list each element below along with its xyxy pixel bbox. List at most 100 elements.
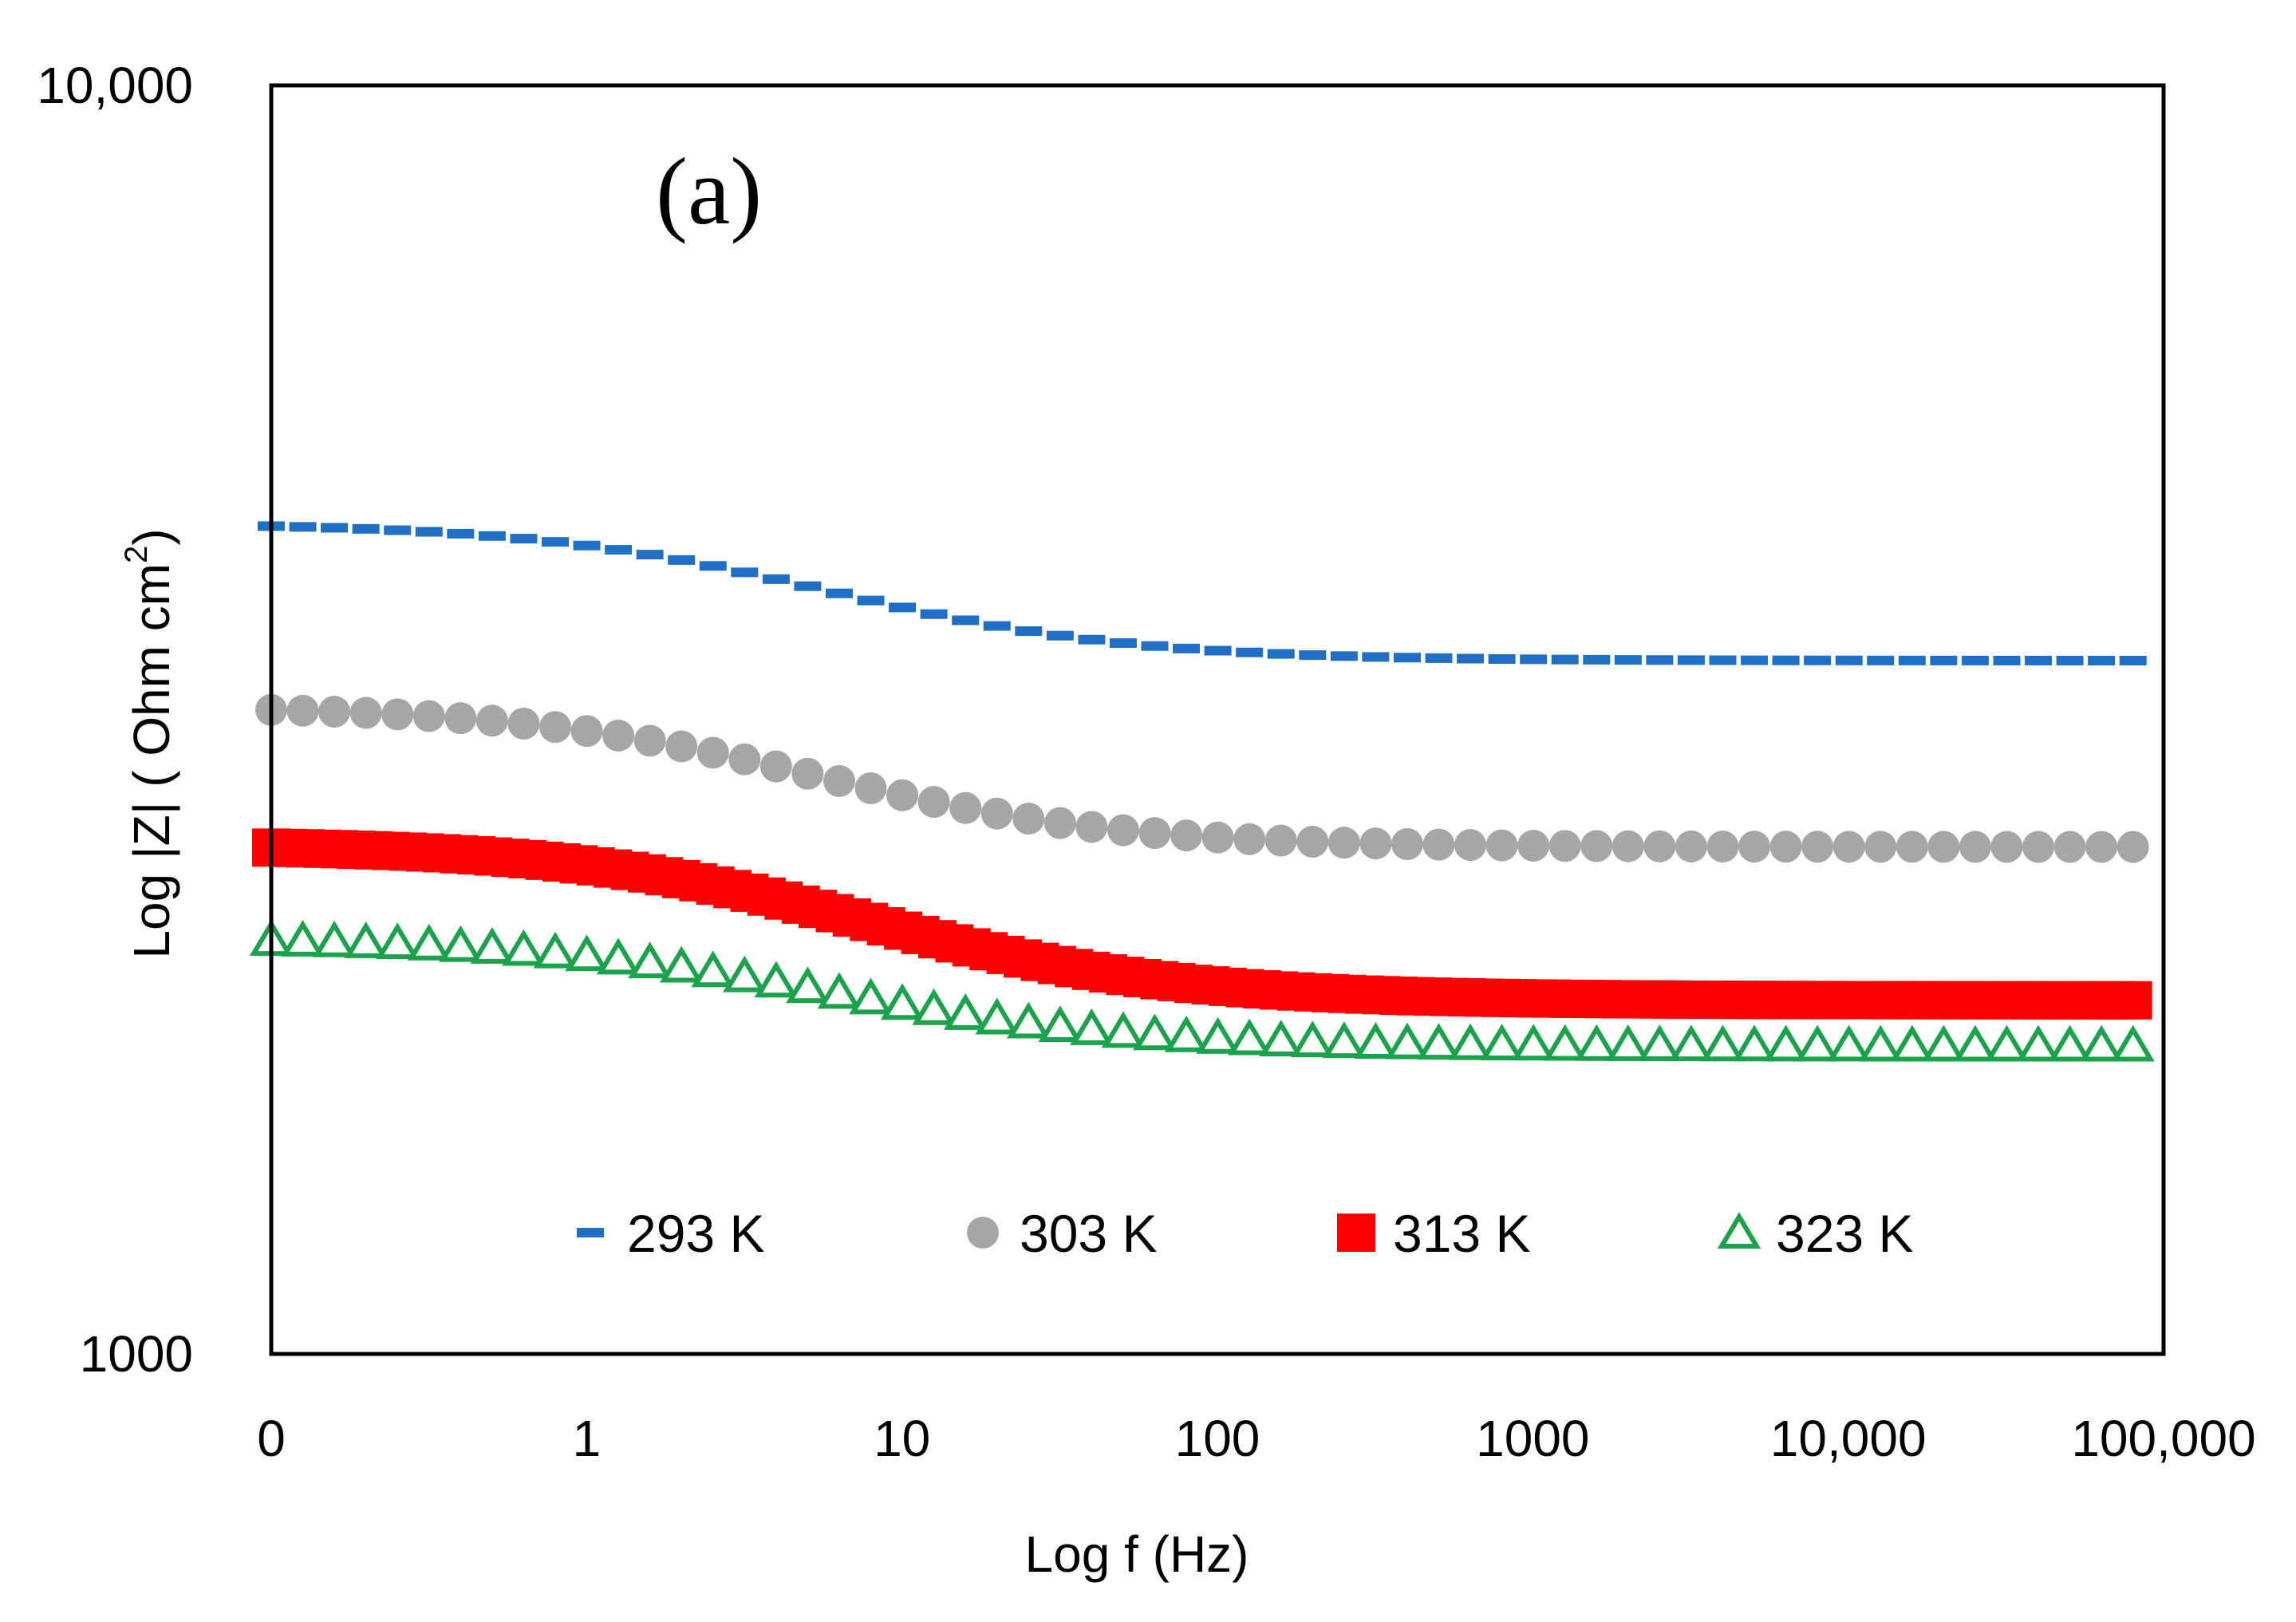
- y-tick-label: 10,000: [37, 57, 193, 114]
- data-point: [1517, 829, 1550, 862]
- legend-marker: [1717, 1212, 1761, 1249]
- data-point: [439, 925, 483, 962]
- data-point: [1741, 655, 1769, 665]
- data-point: [1070, 1008, 1114, 1045]
- data-point: [1043, 807, 1076, 839]
- data-point: [2016, 1024, 2061, 1062]
- data-point: [1835, 655, 1863, 665]
- data-point: [1772, 655, 1800, 665]
- data-point: [1385, 1022, 1430, 1060]
- data-point: [415, 527, 443, 537]
- data-point: [1296, 825, 1329, 858]
- data-point: [849, 977, 893, 1015]
- data-point: [1046, 630, 1074, 641]
- data-point: [1362, 652, 1390, 662]
- data-point: [407, 923, 452, 961]
- data-point: [889, 602, 917, 613]
- data-point: [1643, 830, 1676, 862]
- data-point: [1953, 1024, 1998, 1062]
- data-point: [318, 696, 351, 728]
- data-point: [1612, 830, 1644, 862]
- data-point: [286, 694, 319, 727]
- data-point: [1164, 1015, 1209, 1052]
- data-point: [794, 581, 822, 591]
- data-point: [1701, 1024, 1745, 1062]
- data-point: [412, 700, 445, 732]
- data-point: [1804, 655, 1832, 665]
- legend-item: 293 K: [577, 1204, 764, 1263]
- data-point: [1038, 1005, 1083, 1043]
- data-point: [510, 534, 538, 544]
- data-point: [857, 595, 885, 606]
- data-point: [2119, 655, 2147, 665]
- y-tick-label: 1000: [80, 1325, 193, 1383]
- panel-label: (a): [656, 138, 762, 244]
- data-layer: [249, 521, 2155, 1062]
- data-point: [723, 955, 767, 993]
- data-point: [1007, 1001, 1051, 1039]
- legend: 293 K 303 K 313 K 323 K: [577, 1204, 1913, 1263]
- data-point: [1422, 828, 1455, 861]
- data-point: [1359, 827, 1392, 860]
- data-point: [1520, 654, 1548, 665]
- data-point: [762, 574, 790, 584]
- data-point: [1795, 1024, 1840, 1062]
- data-point: [1138, 817, 1171, 850]
- y-axis-label-main: Log |Z| ( Ohm cm: [123, 563, 180, 959]
- data-point: [605, 545, 633, 555]
- data-point: [1170, 819, 1203, 852]
- data-point: [2079, 1024, 2124, 1062]
- data-point: [1706, 831, 1739, 863]
- data-point: [696, 736, 729, 769]
- data-point: [636, 550, 664, 560]
- data-point: [1233, 823, 1266, 855]
- y-axis-label: Log |Z| ( Ohm cm2): [119, 528, 180, 958]
- legend-marker: [577, 1228, 604, 1237]
- data-point: [1327, 827, 1360, 859]
- data-point: [1425, 653, 1453, 663]
- data-point: [1548, 830, 1581, 862]
- data-point: [602, 719, 635, 752]
- data-point: [791, 757, 824, 790]
- data-point: [470, 926, 515, 964]
- x-tick-label: 100,000: [2071, 1410, 2255, 1467]
- data-point: [2022, 831, 2055, 863]
- data-point: [1267, 649, 1295, 659]
- data-point: [983, 621, 1011, 631]
- data-point: [1457, 653, 1485, 664]
- data-point: [1738, 831, 1771, 863]
- legend-label: 303 K: [1020, 1204, 1157, 1263]
- data-point: [1393, 653, 1421, 663]
- data-point: [854, 772, 887, 805]
- data-point: [1075, 811, 1108, 843]
- data-point: [475, 704, 508, 737]
- data-point: [2117, 831, 2149, 863]
- data-point: [1322, 1021, 1367, 1059]
- data-point: [1580, 830, 1613, 862]
- data-point: [352, 523, 380, 534]
- series-293-k: [258, 521, 2147, 665]
- x-tick-label: 0: [257, 1410, 286, 1467]
- data-point: [1985, 1024, 2029, 1062]
- y-axis-label-superscript: 2: [119, 546, 154, 563]
- data-point: [952, 615, 980, 626]
- data-point: [444, 702, 477, 735]
- data-point: [381, 698, 414, 731]
- legend-item: 313 K: [1337, 1204, 1530, 1263]
- data-point: [1614, 655, 1642, 665]
- legend-item: 303 K: [967, 1204, 1157, 1263]
- legend-item: 323 K: [1717, 1204, 1913, 1263]
- data-point: [1890, 1024, 1935, 1062]
- data-point: [728, 743, 761, 775]
- series-313-k: [252, 828, 2152, 1020]
- data-point: [541, 537, 569, 547]
- series-303-k: [255, 693, 2149, 863]
- data-point: [1480, 1024, 1524, 1060]
- data-point: [920, 609, 948, 619]
- data-point: [1511, 1024, 1556, 1061]
- data-point: [886, 779, 919, 811]
- data-point: [975, 997, 1020, 1035]
- data-point: [823, 764, 855, 797]
- data-point: [1583, 654, 1611, 665]
